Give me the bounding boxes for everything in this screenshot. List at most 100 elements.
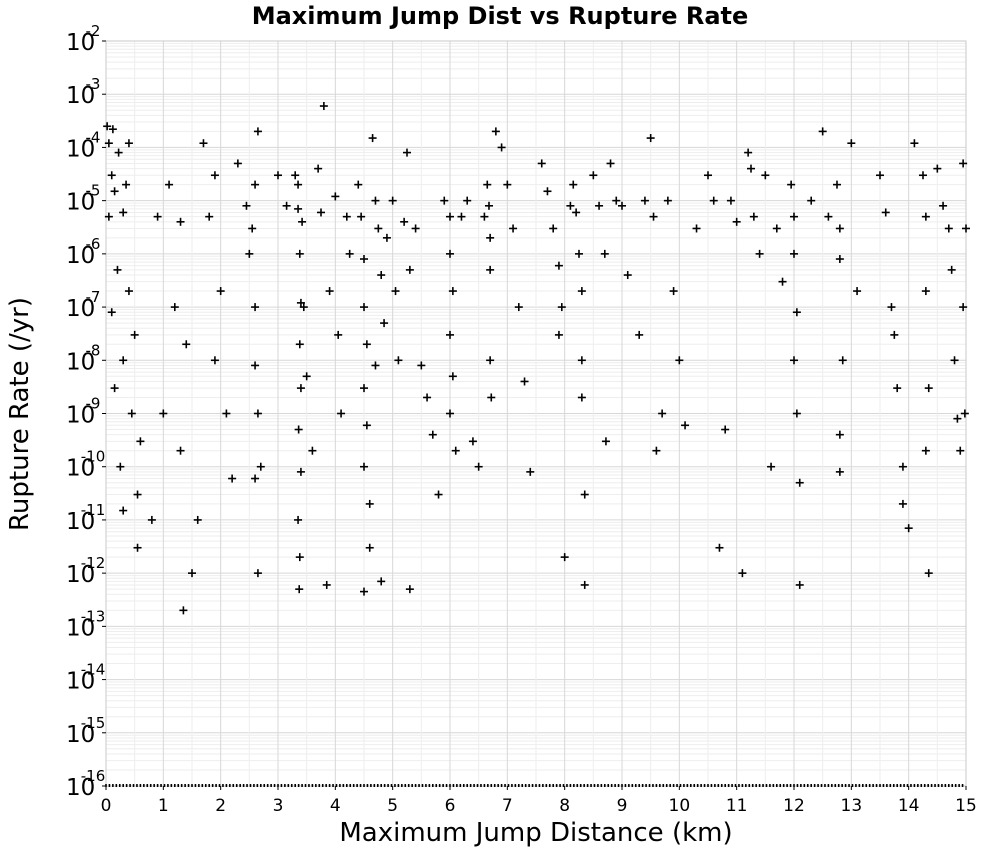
- data-point: [790, 212, 798, 221]
- data-point: [334, 330, 343, 339]
- data-point: [360, 587, 368, 596]
- data-point: [463, 196, 472, 205]
- data-point: [959, 159, 968, 168]
- data-point: [893, 384, 902, 393]
- data-point: [744, 148, 753, 157]
- data-point: [835, 430, 844, 439]
- data-point: [342, 212, 351, 221]
- data-point: [767, 462, 776, 471]
- data-point: [360, 255, 368, 264]
- data-point: [108, 125, 117, 134]
- x-tick-label: 5: [387, 796, 398, 816]
- data-point: [732, 217, 741, 226]
- data-point: [179, 606, 188, 615]
- data-point: [295, 249, 304, 258]
- data-point: [216, 287, 225, 296]
- y-tick-label: 10-12: [66, 554, 105, 588]
- data-point: [681, 421, 690, 430]
- data-point: [274, 171, 282, 180]
- data-point: [354, 180, 363, 189]
- data-point: [787, 180, 796, 189]
- data-point: [520, 377, 529, 386]
- data-point: [635, 330, 644, 339]
- y-tick-label-base: 10: [66, 775, 95, 801]
- data-point: [176, 217, 185, 226]
- data-point: [176, 446, 185, 455]
- data-point: [833, 180, 841, 189]
- data-point: [296, 298, 305, 307]
- data-point: [468, 437, 477, 446]
- data-point: [291, 171, 300, 180]
- data-point: [953, 414, 962, 423]
- x-tick-label: 6: [445, 796, 456, 816]
- data-point: [371, 196, 380, 205]
- data-point: [554, 261, 563, 270]
- data-point: [357, 212, 366, 221]
- y-tick-label: 10-16: [66, 767, 105, 801]
- data-point: [924, 569, 933, 578]
- y-tick-label-exponent: -2: [86, 22, 101, 40]
- y-tick-label-base: 10: [66, 509, 95, 535]
- data-point: [124, 139, 133, 148]
- y-tick-label: 10-3: [66, 75, 100, 109]
- data-point: [890, 330, 899, 339]
- data-point: [795, 580, 804, 589]
- data-point: [114, 148, 123, 157]
- data-point: [294, 515, 303, 524]
- data-point: [543, 187, 552, 196]
- data-point: [251, 180, 260, 189]
- data-point: [104, 212, 113, 221]
- data-point: [924, 384, 933, 393]
- data-point: [451, 446, 460, 455]
- data-point: [847, 139, 856, 148]
- data-point: [959, 303, 968, 312]
- y-tick-labels: 10-210-310-410-510-610-710-810-910-1010-…: [66, 22, 105, 801]
- x-tick-label: 8: [559, 796, 570, 816]
- data-point: [838, 356, 847, 365]
- y-tick-label-base: 10: [66, 669, 95, 695]
- data-point: [457, 212, 466, 221]
- x-tick-label: 1: [158, 796, 169, 816]
- axis-ticks: [102, 40, 967, 790]
- data-point: [790, 249, 798, 258]
- data-point: [400, 217, 409, 226]
- data-point: [294, 204, 303, 213]
- data-point: [509, 224, 518, 233]
- data-point: [772, 224, 781, 233]
- data-point: [103, 122, 112, 131]
- data-point: [526, 467, 535, 476]
- data-point: [606, 159, 615, 168]
- data-point: [253, 127, 262, 136]
- data-point: [904, 524, 913, 533]
- data-point: [557, 303, 566, 312]
- y-tick-label: 10-7: [66, 288, 100, 322]
- data-point: [566, 201, 575, 210]
- data-point: [110, 384, 119, 393]
- data-point: [480, 212, 489, 221]
- y-tick-label-exponent: -3: [86, 75, 101, 93]
- data-point: [377, 577, 386, 586]
- y-tick-label-exponent: -4: [86, 128, 101, 146]
- data-point: [575, 249, 583, 258]
- data-point: [251, 303, 260, 312]
- data-point: [362, 421, 371, 430]
- data-point: [136, 437, 145, 446]
- data-point: [721, 425, 730, 434]
- data-point: [193, 515, 202, 524]
- y-tick-label-exponent: -6: [86, 235, 101, 253]
- y-tick-label-base: 10: [66, 349, 95, 375]
- data-point: [233, 159, 242, 168]
- data-point: [486, 233, 495, 242]
- y-tick-label: 10-15: [66, 714, 105, 748]
- data-point: [411, 224, 420, 233]
- chart-title: Maximum Jump Dist vs Rupture Rate: [252, 2, 749, 30]
- y-tick-label-base: 10: [66, 615, 95, 641]
- data-point: [792, 308, 801, 317]
- x-tick-label: 3: [273, 796, 284, 816]
- data-point: [692, 224, 701, 233]
- data-point: [491, 127, 500, 136]
- data-point: [448, 372, 457, 381]
- data-point: [580, 490, 589, 499]
- y-axis-label: Rupture Rate (/yr): [5, 297, 35, 531]
- data-point: [228, 474, 237, 483]
